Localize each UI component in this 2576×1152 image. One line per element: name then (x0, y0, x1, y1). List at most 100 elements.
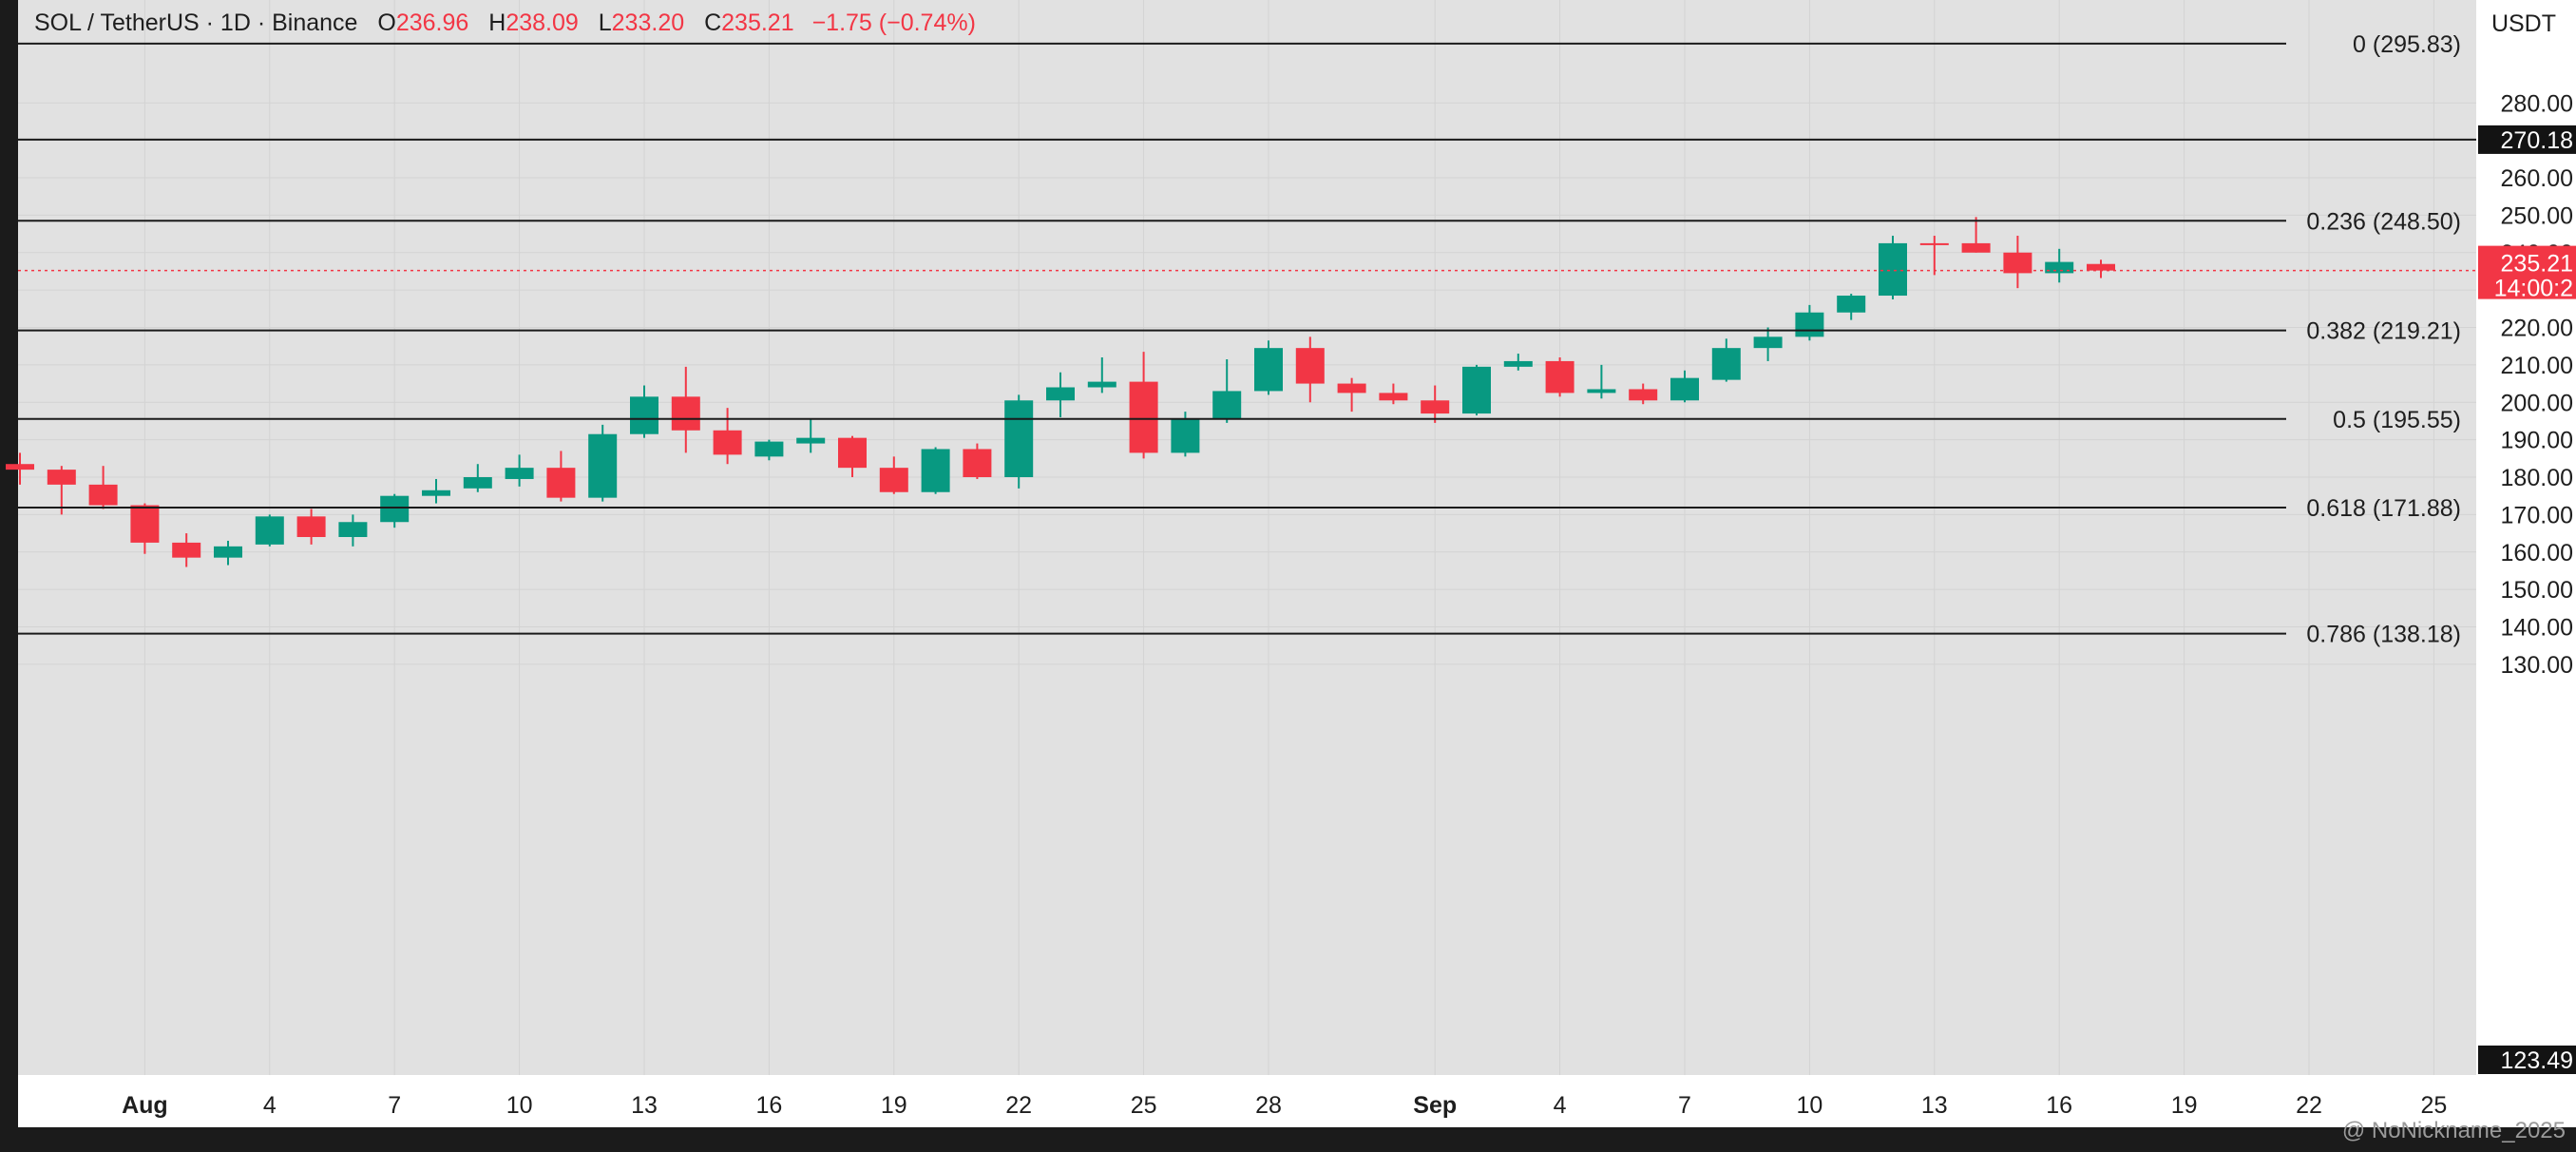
candle-body-up (2045, 261, 2074, 274)
candle-body-up (921, 449, 950, 492)
candle-body-up (1004, 400, 1034, 477)
time-axis-panel[interactable] (18, 1075, 2476, 1127)
candle-body-down (6, 464, 34, 470)
price-tick-label: 180.00 (2501, 465, 2573, 491)
time-tick-label: 25 (2420, 1092, 2447, 1119)
price-tick-label: 150.00 (2501, 577, 2573, 604)
low-value: 233.20 (612, 10, 684, 36)
candle-body-up (1587, 389, 1616, 394)
fib-level-label: 0 (295.83) (2353, 31, 2461, 58)
price-tick-label: 160.00 (2501, 540, 2573, 566)
last-price-tag-label: 235.21 (2501, 251, 2573, 278)
time-tick-label: 4 (1554, 1092, 1567, 1119)
candle-body-up (1171, 418, 1200, 453)
candle-body-up (1795, 312, 1824, 337)
candle-body-up (1254, 348, 1283, 392)
close-value: 235.21 (721, 10, 793, 36)
candle-body-down (1295, 348, 1325, 384)
candle-body-down (130, 505, 160, 543)
candle-body-down (838, 437, 867, 469)
high-value: 238.09 (506, 10, 578, 36)
fib-level-label: 0.5 (195.55) (2333, 407, 2461, 433)
candle-body-up (1462, 366, 1491, 414)
last-price-tag-bg (2478, 245, 2576, 299)
candle-body-down (47, 470, 76, 485)
candle-body-down (1421, 400, 1450, 414)
price-tag-bg (2478, 125, 2576, 154)
candle-body-down (1379, 393, 1408, 401)
candle-body-up (338, 522, 368, 537)
candle-body-up (214, 546, 242, 558)
candle-body-down (1629, 389, 1658, 401)
price-tick-label: 190.00 (2501, 428, 2573, 454)
change-value: −1.75 (−0.74%) (812, 10, 976, 36)
candle-body-up (463, 477, 492, 489)
price-tag-label: 123.49 (2501, 1047, 2573, 1074)
candle-body-down (1919, 242, 1949, 245)
price-tick-label: 250.00 (2501, 202, 2573, 229)
time-tick-label: 16 (755, 1092, 782, 1119)
candle-body-down (963, 449, 992, 477)
candle-body-up (1753, 336, 1783, 349)
candle-body-down (296, 516, 326, 537)
high-label: H (488, 10, 506, 36)
time-tick-label: 19 (881, 1092, 907, 1119)
time-tick-label: Sep (1413, 1092, 1457, 1119)
candle-body-up (1879, 242, 1907, 297)
candle-body-down (172, 542, 201, 558)
candle-body-up (1087, 381, 1116, 388)
price-tick-label: 170.00 (2501, 502, 2573, 528)
price-tick-label: 210.00 (2501, 353, 2573, 379)
time-tick-label: 13 (631, 1092, 658, 1119)
time-tick-label: 4 (263, 1092, 277, 1119)
candle-body-up (1503, 360, 1533, 367)
candle-body-down (1129, 381, 1158, 453)
time-tick-label: 10 (506, 1092, 533, 1119)
plot-area[interactable] (18, 0, 2476, 1075)
price-axis-panel[interactable] (2476, 0, 2576, 1075)
chart-legend: SOL / TetherUS · 1D · Binance O236.96 H2… (34, 10, 976, 36)
candles (6, 217, 2115, 567)
candle-body-down (1545, 360, 1574, 394)
symbol-name: SOL / TetherUS · 1D · Binance (34, 10, 357, 36)
candle-body-up (796, 437, 826, 444)
open-label: O (377, 10, 395, 36)
price-tick-label: 130.00 (2501, 652, 2573, 679)
fib-level-label: 0.236 (248.50) (2306, 208, 2461, 235)
time-tick-label: 22 (2296, 1092, 2322, 1119)
candle-body-down (88, 484, 118, 506)
fib-level-label: 0.618 (171.88) (2306, 495, 2461, 522)
time-tick-label: 7 (388, 1092, 401, 1119)
open-value: 236.96 (396, 10, 468, 36)
fib-level-label: 0.382 (219.21) (2306, 318, 2461, 345)
fib-level-label: 0.786 (138.18) (2306, 622, 2461, 648)
candle-body-up (380, 495, 410, 523)
candle-body-down (879, 468, 908, 492)
time-tick-label: 19 (2171, 1092, 2198, 1119)
candle-body-up (1212, 391, 1242, 419)
candle-body-up (1046, 387, 1075, 401)
fib-levels: 0 (295.83) 0.236 (248.50) 0.382 (219.21) 0.… (18, 31, 2476, 648)
candle-body-down (1337, 383, 1366, 394)
candle-body-up (630, 396, 658, 434)
candle-body-up (255, 516, 284, 545)
price-tick-label: 280.00 (2501, 90, 2573, 117)
price-tag-label: 270.18 (2501, 127, 2573, 154)
time-tick-label: 13 (1921, 1092, 1948, 1119)
candle-body-down (713, 430, 742, 455)
candle-body-up (1837, 296, 1866, 313)
price-tag-bg (2478, 1046, 2576, 1074)
time-tick-label: 10 (1796, 1092, 1822, 1119)
time-tick-label: 7 (1678, 1092, 1691, 1119)
candle-body-up (754, 441, 784, 457)
time-tick-label: Aug (122, 1092, 168, 1119)
time-tick-label: 25 (1131, 1092, 1157, 1119)
watermark: @ NoNickname_2025 (2342, 1118, 2566, 1143)
currency-label[interactable]: USDT (2491, 10, 2556, 37)
low-label: L (599, 10, 612, 36)
price-tick-label: 200.00 (2501, 390, 2573, 416)
grid (18, 0, 2476, 1075)
price-tick-label: 140.00 (2501, 615, 2573, 642)
